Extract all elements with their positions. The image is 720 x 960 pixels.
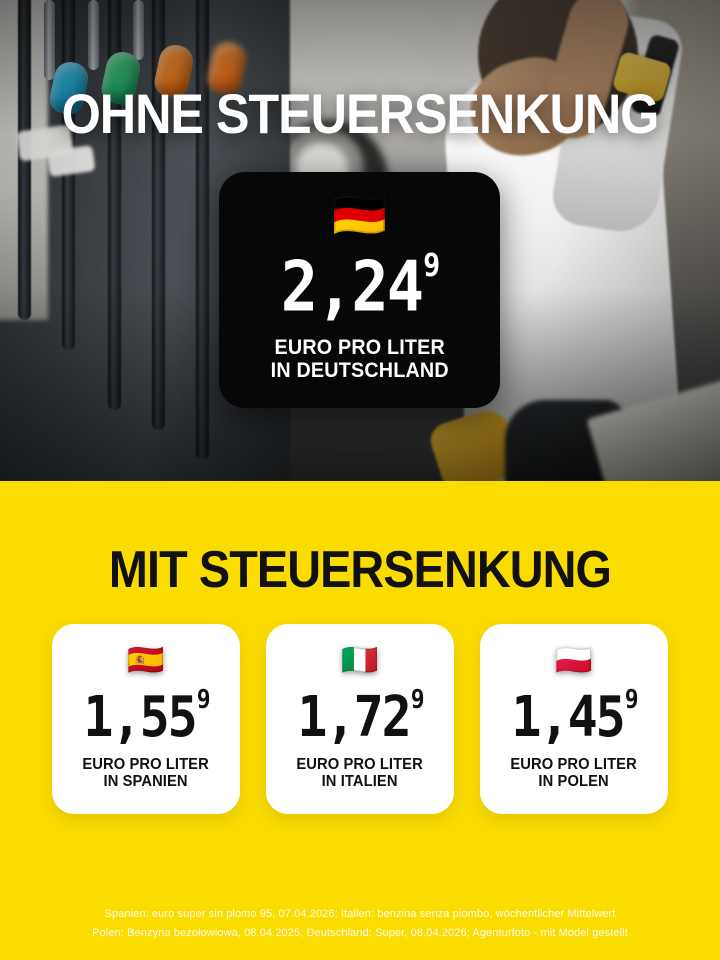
price-caption-line1-italy: EURO PRO LITER	[296, 756, 424, 773]
price-value-germany: 2,24 9	[281, 246, 441, 328]
price-caption-poland: EURO PRO LITER IN POLEN	[511, 756, 638, 790]
price-value-italy: 1,72 9	[297, 685, 425, 750]
price-card-italy: 🇮🇹 1,72 9 EURO PRO LITER IN ITALIEN	[266, 624, 454, 814]
flag-italy-icon: 🇮🇹	[341, 644, 379, 677]
flag-spain-icon: 🇪🇸	[127, 644, 165, 677]
price-main-italy: 1,72	[297, 684, 411, 750]
price-caption-line2-italy: IN ITALIEN	[322, 773, 398, 791]
price-caption-line1-spain: EURO PRO LITER	[82, 756, 210, 773]
price-card-list: 🇪🇸 1,55 9 EURO PRO LITER IN SPANIEN 🇮🇹 1…	[52, 624, 668, 814]
price-caption-italy: EURO PRO LITER IN ITALIEN	[297, 756, 424, 790]
price-superscript-germany: 9	[423, 246, 440, 284]
price-superscript-spain: 9	[196, 685, 211, 715]
price-superscript-italy: 9	[410, 685, 425, 715]
yellow-section: MIT STEUERSENKUNG 🇪🇸 1,55 9 EURO PRO LIT…	[0, 481, 720, 960]
price-card-poland: 🇵🇱 1,45 9 EURO PRO LITER IN POLEN	[480, 624, 668, 814]
price-caption-line2-poland: IN POLEN	[538, 773, 610, 791]
price-caption-spain: EURO PRO LITER IN SPANIEN	[83, 756, 210, 790]
footnote-line-2: Polen: Benzyna bezołowiowa, 08.04.2025; …	[92, 927, 628, 940]
price-value-poland: 1,45 9	[511, 685, 639, 750]
fuel-nozzle-stem	[88, 0, 99, 70]
fuel-nozzle-stem	[133, 0, 144, 60]
price-caption-line1-poland: EURO PRO LITER	[510, 756, 638, 773]
fuel-hose	[152, 0, 165, 430]
price-caption-line2-spain: IN SPANIEN	[103, 773, 189, 791]
fuel-hose	[196, 0, 209, 460]
price-caption-germany: EURO PRO LITER IN DEUTSCHLAND	[270, 336, 449, 382]
price-main-germany: 2,24	[280, 245, 424, 328]
fuel-nozzle-stem	[44, 0, 55, 80]
flag-germany-icon: 🇩🇪	[332, 191, 387, 240]
price-main-poland: 1,45	[511, 684, 625, 750]
price-caption-line2-germany: IN DEUTSCHLAND	[270, 358, 449, 382]
price-caption-line1-germany: EURO PRO LITER	[274, 336, 445, 359]
price-card-germany: 🇩🇪 2,24 9 EURO PRO LITER IN DEUTSCHLAND	[219, 172, 500, 408]
flag-poland-icon: 🇵🇱	[555, 644, 593, 677]
headline-without-tax-cut: OHNE STEUERSENKUNG	[61, 82, 660, 145]
price-card-spain: 🇪🇸 1,55 9 EURO PRO LITER IN SPANIEN	[52, 624, 240, 814]
price-value-spain: 1,55 9	[83, 685, 211, 750]
price-main-spain: 1,55	[83, 684, 197, 750]
photo-section: OHNE STEUERSENKUNG 🇩🇪 2,24 9 EURO PRO LI…	[0, 0, 720, 481]
footnote-block: Spanien: euro super sin plomo 95, 07.04.…	[0, 905, 720, 944]
headline-with-tax-cut: MIT STEUERSENKUNG	[108, 541, 612, 599]
price-superscript-poland: 9	[624, 685, 639, 715]
footnote-line-1: Spanien: euro super sin plomo 95, 07.04.…	[104, 908, 616, 920]
